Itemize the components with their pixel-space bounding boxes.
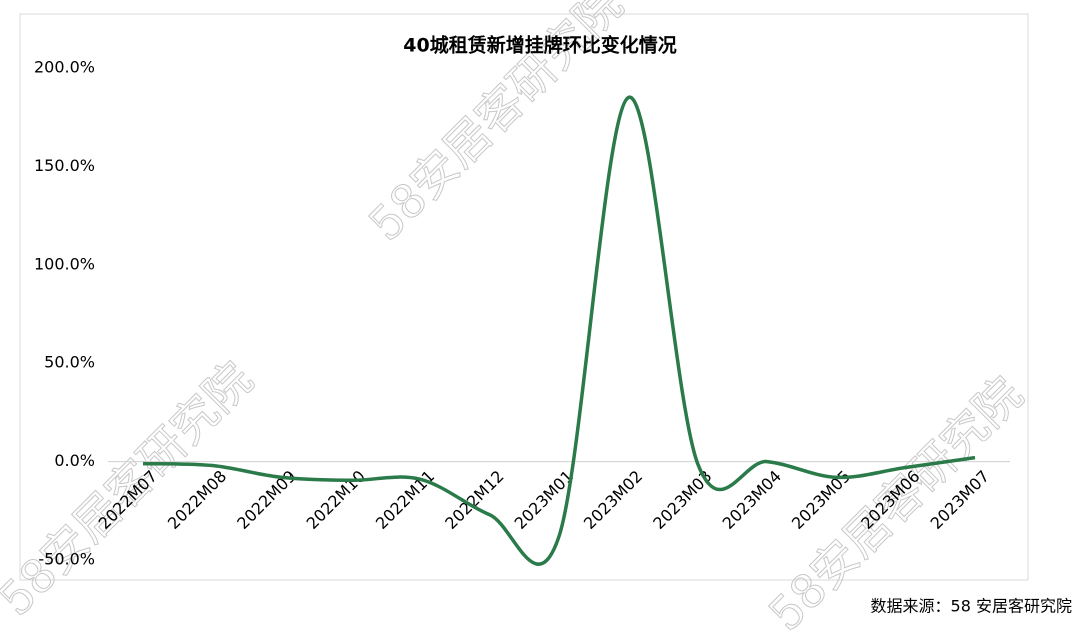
y-tick-label: 200.0%	[34, 58, 95, 77]
source-note: 数据来源：58 安居客研究院	[871, 597, 1072, 616]
chart-frame	[19, 13, 1029, 581]
data-line	[142, 95, 976, 566]
x-tick-label: 2023M03	[649, 467, 715, 533]
x-tick-label: 2022M10	[303, 467, 369, 533]
y-tick-label: 0.0%	[54, 451, 95, 470]
chart-title: 40城租赁新增挂牌环比变化情况	[403, 34, 676, 57]
y-tick-label: 150.0%	[34, 156, 95, 175]
y-tick-label: 100.0%	[34, 254, 95, 273]
x-tick-label: 2023M02	[580, 467, 646, 533]
y-tick-label: -50.0%	[38, 550, 95, 569]
x-tick-label: 2023M04	[719, 467, 785, 533]
y-tick-label: 50.0%	[44, 353, 95, 372]
